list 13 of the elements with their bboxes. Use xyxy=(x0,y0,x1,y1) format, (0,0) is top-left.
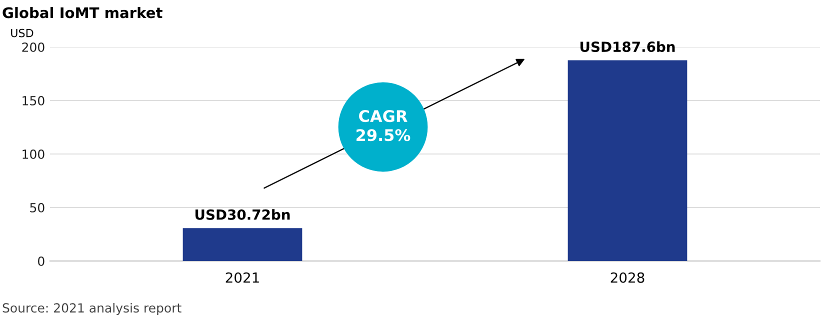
annotation: CAGR 29.5% xyxy=(356,110,410,142)
y-tick-label: 50 xyxy=(30,202,44,212)
y-tick-label: 0 xyxy=(38,256,44,266)
y-tick-label: 100 xyxy=(22,149,44,159)
data-label: USD30.72bn xyxy=(195,209,290,220)
data-label: USD187.6bn xyxy=(580,41,675,52)
source-note: Source: 2021 analysis report xyxy=(2,302,182,316)
x-tick-label: 2021 xyxy=(226,272,259,283)
y-tick-label: 200 xyxy=(22,42,44,52)
y-axis-title: USD xyxy=(11,28,34,38)
x-tick-label: 2028 xyxy=(610,272,644,283)
y-tick-label: 150 xyxy=(22,96,44,106)
chart-title: Global IoMT market xyxy=(2,6,162,18)
